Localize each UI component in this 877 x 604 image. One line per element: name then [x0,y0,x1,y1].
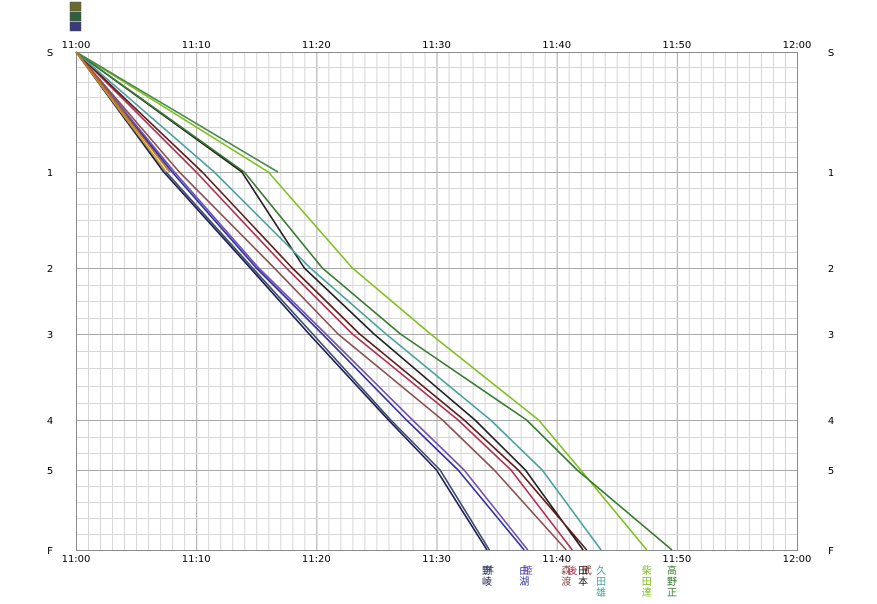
series-line [75,51,584,551]
series-label: 井 [484,564,494,577]
y-tick-label-left: 5 [47,466,53,477]
series-lines [75,51,673,551]
series-label: 由 [519,564,529,577]
x-tick-label-bottom: 11:00 [62,554,91,565]
y-tick-label-right: S [828,48,834,59]
series-label: 柴 [642,564,652,577]
series-label: 久 [596,565,606,577]
x-tick-label-top: 11:50 [662,40,691,51]
x-tick-label-bottom: 11:30 [422,554,451,565]
series-line [75,51,648,551]
y-tick-label-right: 2 [828,264,834,275]
grid [76,52,798,551]
series-label: 田 [578,566,588,577]
series-label: 雄 [596,586,606,599]
series-line [75,51,673,551]
series-label: 後 [567,564,577,577]
y-tick-label-right: 4 [828,416,834,427]
y-tick-label-left: 1 [47,168,53,179]
top-color-marker [69,11,82,22]
series-line [75,51,171,173]
series-line [75,51,529,551]
series-line [75,51,602,551]
series-label: 野 [667,576,677,588]
y-tick-label-right: 1 [828,168,834,179]
y-tick-label-left: F [47,546,53,557]
top-color-marker [69,21,82,32]
y-tick-label-right: F [828,546,834,557]
y-tick-label-left: 4 [47,416,53,427]
series-line [75,51,567,551]
series-label: 野 [482,565,492,577]
series-label: 陸 [523,564,533,577]
x-tick-label-bottom: 11:50 [662,554,691,565]
y-tick-label-left: S [47,48,53,59]
series-label: 田 [596,577,606,588]
series-label: 森 [561,564,571,577]
x-tick-label-top: 11:10 [182,40,211,51]
top-color-marker [69,1,82,12]
series-label: 達 [642,587,652,599]
y-tick-label-right: 5 [828,466,834,477]
y-tick-label-left: 3 [47,330,53,341]
x-tick-label-bottom: 11:10 [182,554,211,565]
x-tick-label-top: 11:30 [422,40,451,51]
series-line [75,51,279,173]
series-line [75,51,488,551]
x-tick-label-top: 11:20 [302,40,331,51]
x-tick-label-bottom: 12:00 [783,554,812,565]
x-tick-label-top: 12:00 [783,40,812,51]
series-label: 高 [667,564,677,577]
series-label: 本 [578,575,588,588]
series-line [75,51,588,551]
series-line [75,51,573,551]
y-tick-label-right: 3 [828,330,834,341]
x-tick-label-top: 11:40 [542,40,571,51]
series-label: 武 [582,564,592,577]
series-label: 正 [667,588,677,599]
series-line [75,51,525,551]
x-tick-label-bottom: 11:20 [302,554,331,565]
y-tick-label-left: 2 [47,264,53,275]
series-label: 湖 [519,576,529,588]
series-label: 渡 [561,575,571,588]
series-label: 田 [642,577,652,588]
x-tick-label-bottom: 11:40 [542,554,571,565]
series-label: 崚 [482,576,492,588]
x-tick-label-top: 11:00 [62,40,91,51]
plot-frame [76,52,798,551]
